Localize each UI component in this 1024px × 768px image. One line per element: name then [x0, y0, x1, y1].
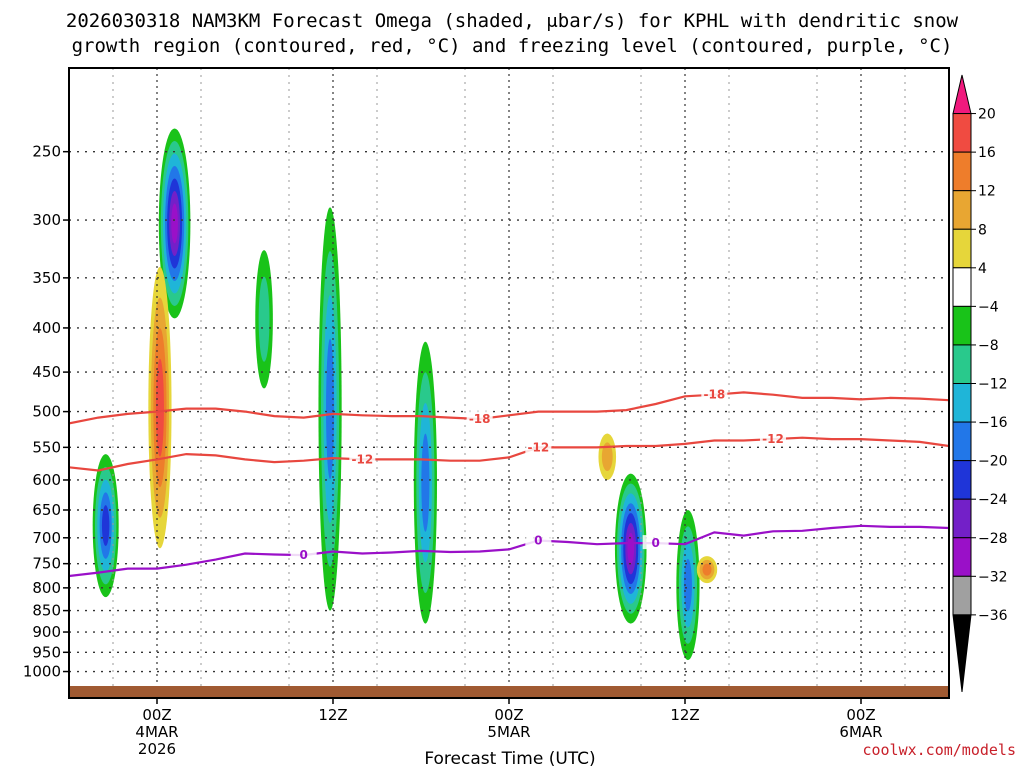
omega-cell-1-level-3	[326, 338, 335, 480]
contour--12	[69, 436, 949, 472]
y-tick-label-450: 450	[32, 363, 61, 381]
y-tick-label-350: 350	[32, 269, 61, 287]
colorbar-label-13: −36	[978, 608, 1008, 624]
colorbar-label-3: 8	[978, 222, 987, 238]
omega-cell-3-level-6	[627, 532, 635, 565]
colorbar: 20 16 12 8 4 −4 −8 −12 −16 −20 −24 −28 −32 −36	[952, 74, 1008, 693]
y-tick-label-850: 850	[32, 602, 61, 620]
colorbar-cell-8	[952, 383, 972, 423]
contour-label-bg--12-0	[349, 451, 376, 466]
y-axis-ticks: 1000 950 900 850 800 750 700 650 600 550 500 450 400…	[23, 143, 69, 681]
contour-label--12-1: -12	[527, 440, 549, 454]
contour-label-0-0: 0	[299, 548, 307, 562]
contour-label-bg--18-0	[466, 411, 493, 426]
omega-cell-0-level-6	[171, 203, 178, 244]
contour-label--12-2: -12	[762, 432, 784, 446]
colorbar-label-1: 16	[978, 145, 996, 161]
omega-cell-2-level-3	[421, 433, 430, 532]
colorbar-cell-1	[952, 113, 972, 153]
x-axis-label: Forecast Time (UTC)	[424, 749, 595, 768]
colorbar-label-7: −12	[978, 377, 1008, 393]
contour-label-0-2: 0	[651, 536, 659, 550]
colorbar-label-12: −32	[978, 569, 1008, 585]
contour-0	[69, 524, 949, 578]
colorbar-cell-12	[952, 537, 972, 577]
colorbar-label-2: 12	[978, 184, 996, 200]
y-tick-label-250: 250	[32, 143, 61, 161]
colorbar-label-9: −20	[978, 454, 1008, 470]
chart-title-line-2: growth region (contoured, red, °C) and f…	[72, 35, 953, 57]
credit-text: coolwx.com/models	[862, 741, 1016, 759]
colorbar-label-4: 4	[978, 261, 987, 277]
colorbar-cell-6	[952, 305, 972, 346]
colorbar-cell-11	[952, 498, 972, 539]
contour-label--18-1: -18	[703, 388, 725, 402]
colorbar-cell-4	[952, 228, 972, 269]
y-tick-label-650: 650	[32, 501, 61, 519]
contour-label-bg--12-1	[525, 439, 552, 454]
y-tick-label-600: 600	[32, 471, 61, 489]
plot-area: -18 -18 -12 -12 -12 0 0 0	[69, 68, 949, 698]
ground-rect	[69, 686, 949, 698]
contour-label-bg--12-2	[760, 431, 786, 446]
x-tick-label-18-0: 12Z	[318, 706, 347, 724]
contour-label-bg-0-1	[525, 532, 552, 547]
omega-cell-9-level-1	[601, 442, 613, 472]
colorbar-cell-10	[952, 460, 972, 500]
contour-label-bg--18-1	[701, 386, 728, 401]
y-tick-label-400: 400	[32, 319, 61, 337]
colorbar-label-11: −28	[978, 531, 1008, 547]
contours: -18 -18 -12 -12 -12 0 0 0	[69, 386, 949, 578]
colorbar-cell-3	[952, 190, 972, 230]
omega-cell-4-level-3	[683, 558, 692, 612]
y-tick-label-1000: 1000	[23, 663, 61, 681]
x-tick-label-42-0: 12Z	[670, 706, 699, 724]
x-tick-label-30-1: 5MAR	[487, 723, 530, 741]
colorbar-cell-5	[952, 267, 972, 307]
y-tick-label-500: 500	[32, 403, 61, 421]
omega-cell-5-level-1	[258, 276, 270, 362]
colorbar-cell-2	[952, 151, 972, 192]
y-tick-label-900: 900	[32, 623, 61, 641]
x-tick-label-54-1: 6MAR	[839, 723, 882, 741]
contour-label-0-1: 0	[534, 533, 542, 547]
contour-label-bg-0-0	[290, 547, 317, 562]
colorbar-label-0: 20	[978, 107, 996, 123]
colorbar-cell-9	[952, 421, 972, 462]
y-tick-label-300: 300	[32, 211, 61, 229]
x-tick-label-6-1: 4MAR	[135, 723, 178, 741]
colorbar-label-10: −24	[978, 492, 1008, 508]
y-tick-label-800: 800	[32, 579, 61, 597]
colorbar-label-5: −4	[978, 299, 999, 315]
contour--18	[69, 391, 949, 425]
x-tick-label-6-0: 00Z	[142, 706, 171, 724]
colorbar-bottom-triangle	[952, 614, 972, 693]
grid	[69, 68, 949, 698]
omega-shading	[92, 128, 718, 661]
colorbar-cell-7	[952, 344, 972, 384]
colorbar-label-8: −16	[978, 415, 1008, 431]
x-tick-label-30-0: 00Z	[494, 706, 523, 724]
contour-label--18-0: -18	[469, 412, 491, 426]
colorbar-top-triangle	[952, 74, 972, 115]
x-tick-label-6-2: 2026	[138, 740, 176, 758]
y-tick-label-700: 700	[32, 529, 61, 547]
contour-label-bg-0-2	[642, 535, 669, 550]
y-tick-label-550: 550	[32, 438, 61, 456]
omega-cell-7-level-3	[155, 358, 164, 457]
colorbar-cell-13	[952, 575, 972, 616]
ground-surface	[69, 686, 949, 698]
omega-cell-6-level-4	[101, 505, 110, 547]
omega-cell-8-level-2	[702, 563, 712, 576]
x-tick-label-54-0: 00Z	[846, 706, 875, 724]
y-tick-label-750: 750	[32, 555, 61, 573]
contour-label--12-0: -12	[351, 452, 373, 466]
chart-title-line-1: 2026030318 NAM3KM Forecast Omega (shaded…	[66, 10, 959, 32]
y-tick-label-950: 950	[32, 643, 61, 661]
colorbar-label-6: −8	[978, 338, 999, 354]
